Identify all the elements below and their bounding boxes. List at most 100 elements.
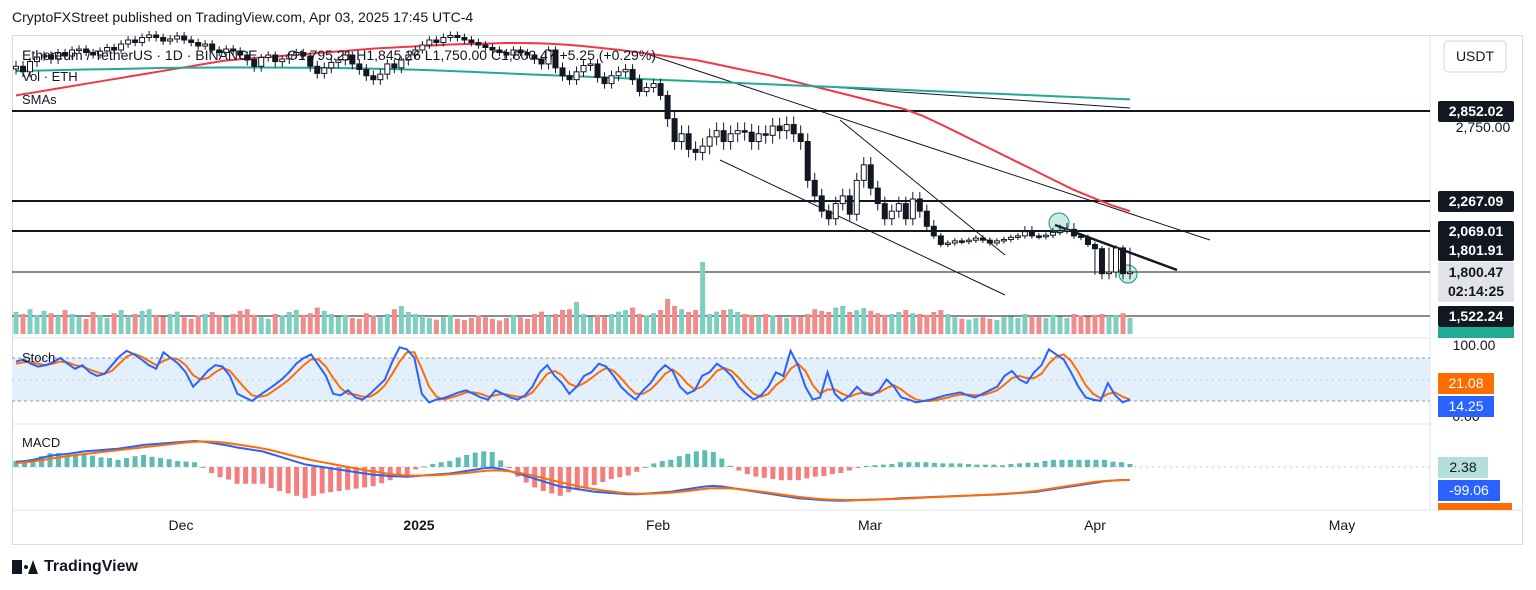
volume-bar xyxy=(167,314,173,334)
macd-histogram-bar xyxy=(1127,464,1133,467)
candle-body xyxy=(342,54,349,61)
x-tick-2025: 2025 xyxy=(403,517,434,533)
candle-body xyxy=(188,39,195,43)
volume-bar xyxy=(588,316,594,334)
volume-tag xyxy=(1438,327,1514,338)
candle-body xyxy=(951,240,958,244)
candle-body xyxy=(1014,235,1021,238)
macd-histogram-bar xyxy=(115,459,121,467)
volume-bar xyxy=(1078,315,1084,334)
volume-bar xyxy=(489,318,495,334)
volume-bar xyxy=(574,302,580,334)
volume-bar xyxy=(559,310,565,334)
volume-bar xyxy=(62,310,68,334)
candle-body xyxy=(839,195,846,205)
candle-body xyxy=(496,49,503,53)
candle-body xyxy=(461,37,468,41)
volume-bar xyxy=(791,316,797,334)
candle-body xyxy=(223,48,230,53)
candle-body xyxy=(328,61,335,69)
candle-body xyxy=(559,67,566,77)
candle-body xyxy=(55,52,62,60)
price-tag-label-2: 2,069.01 xyxy=(1449,223,1504,239)
candle-body xyxy=(384,63,391,75)
candle-body xyxy=(377,73,384,81)
volume-bar xyxy=(1015,318,1021,334)
candle-body xyxy=(734,130,741,135)
candle-body xyxy=(1084,236,1091,245)
volume-bar xyxy=(209,312,215,334)
volume-bar xyxy=(609,314,615,334)
candle-body xyxy=(1070,228,1077,237)
brand-name: TradingView xyxy=(44,558,138,575)
candle-body xyxy=(1127,271,1133,275)
candle-body xyxy=(902,203,909,220)
macd-histogram-bar xyxy=(404,467,410,475)
candle-body xyxy=(762,133,769,136)
price-tag-0 xyxy=(1438,101,1514,122)
price-tag-5 xyxy=(1438,281,1514,302)
footer-brand[interactable]: TradingView xyxy=(12,558,138,576)
candle-body xyxy=(195,42,202,47)
stoch-d-value: 21.08 xyxy=(1448,375,1483,391)
macd-histogram-bar xyxy=(778,467,784,481)
volume-bar xyxy=(566,309,572,334)
candle-body xyxy=(790,124,797,135)
macd-hist-tag xyxy=(1438,457,1488,478)
candle-body xyxy=(804,141,811,181)
volume-bar xyxy=(889,314,895,334)
volume-bar xyxy=(370,315,376,334)
channel-lower-line xyxy=(719,159,1006,296)
candle-body xyxy=(307,55,314,67)
volume-bar xyxy=(924,314,930,334)
currency-button[interactable] xyxy=(1443,40,1507,73)
candle-body xyxy=(650,83,657,89)
volume-bar xyxy=(125,316,131,334)
candle-body xyxy=(580,65,587,73)
macd-histogram-bar xyxy=(56,453,62,467)
volume-bar xyxy=(637,314,643,334)
volume-bar xyxy=(230,314,236,334)
macd-histogram-bar xyxy=(141,455,147,467)
stoch-lines xyxy=(15,346,1131,404)
candle-body xyxy=(552,49,559,69)
candle-body xyxy=(615,71,622,77)
candle-body xyxy=(300,52,307,57)
macd-histogram-bar xyxy=(846,467,852,471)
candle-body xyxy=(48,54,55,60)
volume-bar xyxy=(1022,314,1028,334)
volume-bar xyxy=(328,314,334,334)
volume-bar xyxy=(630,307,636,334)
marker-circle-top xyxy=(1048,212,1070,234)
volume-bar xyxy=(76,317,82,334)
candle-body xyxy=(524,52,531,56)
macd-histogram-bar xyxy=(889,464,895,467)
macd-histogram-bar xyxy=(600,467,606,482)
macd-signal-line xyxy=(15,440,1131,501)
macd-histogram-bar xyxy=(294,467,300,496)
candle-body xyxy=(97,50,104,56)
volume-bar xyxy=(391,309,397,334)
macd-histogram-bar xyxy=(583,467,589,488)
candle-body xyxy=(433,39,440,43)
price-tag-label-5: 02:14:25 xyxy=(1448,283,1504,299)
volume-bar xyxy=(475,315,481,334)
macd-histogram-bar xyxy=(668,459,674,467)
candle-body xyxy=(937,235,944,245)
macd-histogram-bar xyxy=(175,461,181,467)
macd-histogram-bar xyxy=(566,467,572,493)
macd-histogram-bar xyxy=(328,467,334,493)
macd-histogram-bar xyxy=(430,464,436,467)
volume-bar xyxy=(433,319,439,334)
candle-body xyxy=(1105,271,1112,275)
macd-histogram-bar xyxy=(991,464,997,467)
volume-bar xyxy=(384,314,390,334)
volume-bar xyxy=(41,310,47,334)
macd-histogram-bar xyxy=(311,467,317,496)
candle-body xyxy=(153,34,160,38)
volume-bar xyxy=(139,310,145,334)
volume-bar xyxy=(1064,318,1070,334)
candle-body xyxy=(594,63,601,78)
candle-body xyxy=(363,68,370,77)
